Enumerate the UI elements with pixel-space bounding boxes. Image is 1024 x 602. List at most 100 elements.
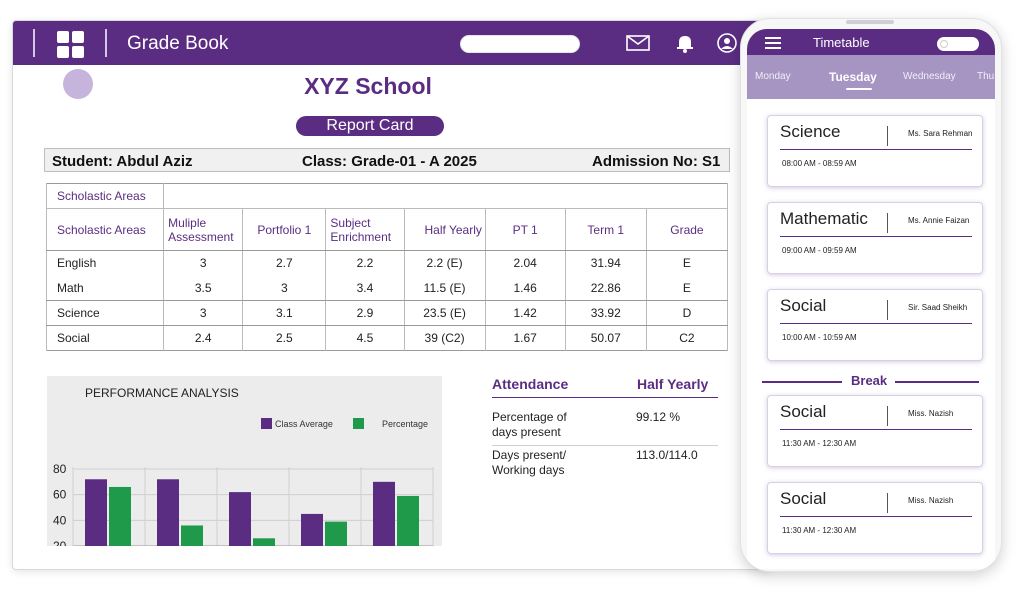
attendance-label: Days present/ Working days <box>492 448 567 477</box>
divider <box>887 493 888 513</box>
phone-notch <box>846 20 894 24</box>
performance-chart-panel: PERFORMANCE ANALYSIS Class Average Perce… <box>47 376 442 546</box>
class-card[interactable]: Social Miss. Nazish 11:30 AM - 12:30 AM <box>767 482 983 554</box>
toggle-switch[interactable] <box>937 37 979 51</box>
class-card[interactable]: Social Sir. Saad Sheikh 10:00 AM - 10:59… <box>767 289 983 361</box>
table-cell: 33.92 <box>564 300 647 326</box>
table-cell: 1.42 <box>484 300 566 326</box>
bar-percentage <box>253 538 275 546</box>
attendance-value: 113.0/114.0 <box>636 448 698 462</box>
section-empty <box>163 183 728 209</box>
tab-wednesday[interactable]: Wednesday <box>903 71 956 82</box>
tab-monday[interactable]: Monday <box>755 71 791 82</box>
table-cell: E <box>645 275 729 301</box>
y-tick-label: 60 <box>53 488 67 502</box>
legend-swatch-class-average <box>261 418 272 429</box>
break-label: Break <box>851 373 888 388</box>
table-cell: 2.9 <box>325 300 405 326</box>
gradebook-window: Grade Book XYZ School Report Card Studen… <box>12 20 772 570</box>
class-time: 09:00 AM - 09:59 AM <box>782 246 857 255</box>
class-time: 11:30 AM - 12:30 AM <box>782 526 857 535</box>
table-cell: 50.07 <box>564 325 647 351</box>
table-cell: 2.7 <box>242 250 327 276</box>
table-header-row: Scholastic Areas Muliple Assessment Port… <box>45 208 729 251</box>
bar-percentage <box>325 521 347 546</box>
break-line-left <box>762 381 842 383</box>
chart-title: PERFORMANCE ANALYSIS <box>85 386 239 400</box>
divider <box>105 29 107 57</box>
bar-class-average <box>229 492 251 546</box>
class-subject: Science <box>780 122 841 141</box>
search-input[interactable] <box>460 35 580 53</box>
class-teacher: Ms. Sara Rehman <box>908 129 973 138</box>
table-row: Math 3.5 3 3.4 11.5 (E) 1.46 22.86 E <box>45 275 729 301</box>
student-name: Student: Abdul Aziz <box>52 153 193 170</box>
divider <box>33 29 35 57</box>
bar-class-average <box>301 513 323 546</box>
school-name: XYZ School <box>304 73 432 99</box>
legend-label: Percentage <box>382 419 429 429</box>
table-cell: Science <box>45 300 165 326</box>
section-label: Scholastic Areas <box>45 183 165 209</box>
student-class: Class: Grade-01 - A 2025 <box>302 153 477 170</box>
legend-swatch-percentage <box>353 418 364 429</box>
card-underline <box>780 149 972 150</box>
menu-icon[interactable] <box>765 37 781 49</box>
class-teacher: Miss. Nazish <box>908 496 954 505</box>
card-underline <box>780 429 972 430</box>
report-card-button[interactable]: Report Card <box>296 116 444 136</box>
attendance-divider <box>492 445 718 446</box>
table-section-row: Scholastic Areas <box>45 183 728 209</box>
student-info-bar: Student: Abdul Aziz Class: Grade-01 - A … <box>44 148 730 172</box>
column-header: Half Yearly <box>403 208 486 251</box>
attendance-label: Percentage of days present <box>492 410 567 439</box>
column-header: Subject Enrichment <box>325 208 405 251</box>
class-time: 11:30 AM - 12:30 AM <box>782 439 857 448</box>
divider <box>887 300 888 320</box>
class-subject: Social <box>780 489 827 508</box>
table-cell: 31.94 <box>564 250 647 276</box>
break-line-right <box>895 381 979 383</box>
column-header: Muliple Assessment <box>163 208 244 251</box>
phone-mockup: Timetable Monday Tuesday Wednesday Thu S… <box>740 18 1002 572</box>
bar-percentage <box>109 486 131 546</box>
attendance-heading: Attendance <box>492 376 569 392</box>
y-tick-label: 20 <box>53 539 67 546</box>
bell-icon[interactable] <box>673 32 697 54</box>
column-header: Portfolio 1 <box>242 208 327 251</box>
class-card[interactable]: Mathematic Ms. Annie Faizan 09:00 AM - 0… <box>767 202 983 274</box>
table-cell: Math <box>45 275 165 301</box>
y-tick-label: 80 <box>53 462 67 476</box>
bar-percentage <box>397 495 419 546</box>
table-cell: 2.5 <box>242 325 327 351</box>
performance-chart: 80604020TEMCC.E <box>53 462 434 546</box>
column-header: PT 1 <box>484 208 566 251</box>
table-cell: 3 <box>163 250 244 276</box>
top-bar: Grade Book <box>13 21 771 65</box>
class-card[interactable]: Social Miss. Nazish 11:30 AM - 12:30 AM <box>767 395 983 467</box>
avatar[interactable] <box>63 69 93 99</box>
attendance-underline <box>492 397 718 398</box>
table-cell: E <box>645 250 729 276</box>
table-row: Science 3 3.1 2.9 23.5 (E) 1.42 33.92 D <box>45 300 729 326</box>
table-cell: 3 <box>242 275 327 301</box>
attendance-period: Half Yearly <box>637 376 709 392</box>
card-underline <box>780 516 972 517</box>
mail-icon[interactable] <box>626 32 650 54</box>
grades-table: Scholastic Areas Scholastic Areas Mulipl… <box>45 183 729 351</box>
class-subject: Mathematic <box>780 209 868 228</box>
grid-icon[interactable] <box>57 31 85 59</box>
table-cell: 2.2 (E) <box>403 250 486 276</box>
class-teacher: Miss. Nazish <box>908 409 954 418</box>
class-time: 08:00 AM - 08:59 AM <box>782 159 857 168</box>
table-cell: 3.1 <box>242 300 327 326</box>
class-card[interactable]: Science Ms. Sara Rehman 08:00 AM - 08:59… <box>767 115 983 187</box>
tab-tuesday[interactable]: Tuesday <box>829 70 877 84</box>
attendance-value: 99.12 % <box>636 410 681 424</box>
table-cell: 2.2 <box>325 250 405 276</box>
user-icon[interactable] <box>715 32 739 54</box>
legend-label: Class Average <box>275 419 333 429</box>
tab-thursday[interactable]: Thu <box>977 71 995 82</box>
table-cell: 11.5 (E) <box>403 275 486 301</box>
